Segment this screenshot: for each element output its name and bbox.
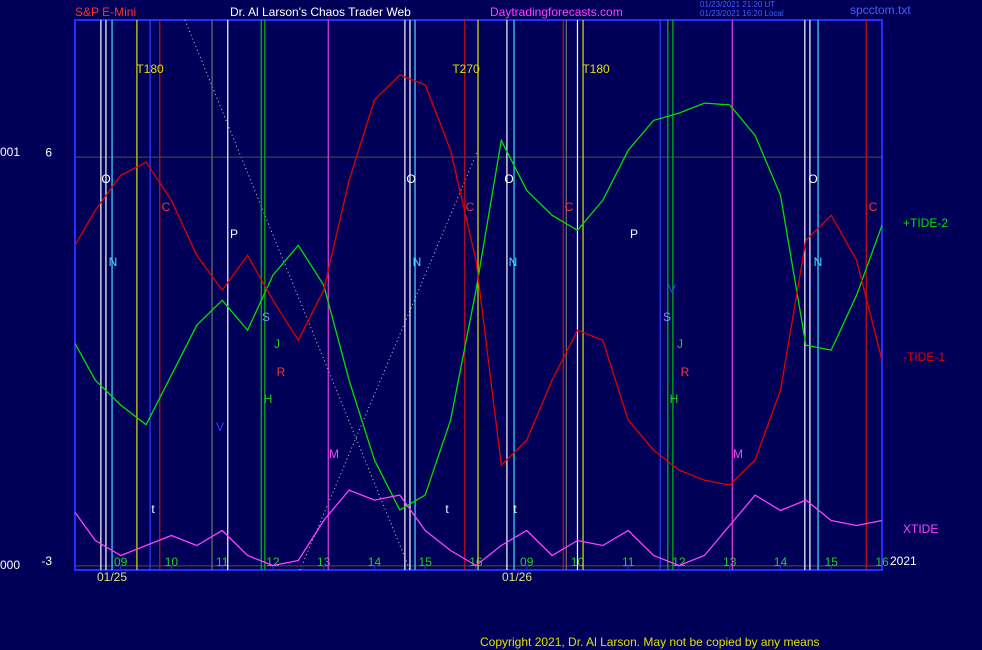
legend-entry: +TIDE-2 <box>903 216 948 230</box>
annotation: O <box>504 172 513 186</box>
annotation: T270 <box>452 62 480 76</box>
annotation: O <box>406 172 415 186</box>
annotation: T180 <box>136 62 164 76</box>
file-name: spcctom.txt <box>850 3 911 17</box>
x-tick-label: 12 <box>672 555 686 569</box>
series-line <box>74 74 883 486</box>
annotation: N <box>109 255 118 269</box>
x-tick-label: 10 <box>165 555 179 569</box>
side-label: 001 <box>0 145 20 159</box>
annotation: O <box>101 172 110 186</box>
annotation: t <box>513 502 517 516</box>
x-tick-label: 12 <box>266 555 280 569</box>
legend-entry: -TIDE-1 <box>903 350 945 364</box>
annotation: N <box>814 255 823 269</box>
annotation: t <box>151 502 155 516</box>
date-label: 01/26 <box>502 570 532 584</box>
side-label: 000 <box>0 558 20 572</box>
date-label: 01/25 <box>97 570 127 584</box>
x-tick-label: 16 <box>469 555 483 569</box>
diagonal-guide <box>184 19 411 571</box>
x-tick-label: 15 <box>419 555 433 569</box>
x-tick-label: 14 <box>774 555 788 569</box>
annotation: R <box>681 365 690 379</box>
copyright: Copyright 2021, Dr. Al Larson. May not b… <box>480 635 820 649</box>
series-line <box>74 489 883 567</box>
annotation: t <box>445 502 449 516</box>
annotation: N <box>509 255 518 269</box>
annotation: M <box>329 447 339 461</box>
annotation: O <box>808 172 817 186</box>
x-tick-label: 14 <box>368 555 382 569</box>
annotation: H <box>264 392 273 406</box>
x-tick-label: 15 <box>825 555 839 569</box>
x-tick-label: 09 <box>114 555 128 569</box>
annotation: P <box>630 227 638 241</box>
annotation: M <box>733 447 743 461</box>
site-url: Daytradingforecasts.com <box>490 5 623 19</box>
timestamp: 01/23/2021 21:20 UT <box>700 0 775 9</box>
instrument: S&P E-Mini <box>75 5 136 19</box>
y-tick-label: -3 <box>41 554 52 568</box>
annotation: C <box>162 200 171 214</box>
year-label: 2021 <box>890 554 917 568</box>
annotation: H <box>670 392 679 406</box>
x-tick-label: 09 <box>520 555 534 569</box>
annotation: C <box>869 200 878 214</box>
annotation: V <box>216 420 224 434</box>
timestamp: 01/23/2021 16:20 Local <box>700 9 784 18</box>
x-tick-label: 13 <box>317 555 331 569</box>
diagonal-guide <box>299 149 479 571</box>
x-tick-label: 13 <box>723 555 737 569</box>
annotation: T180 <box>582 62 610 76</box>
x-tick-label: 11 <box>622 555 635 569</box>
annotation: S <box>663 310 671 324</box>
x-tick-label: 16 <box>875 555 889 569</box>
annotation: N <box>413 255 422 269</box>
annotation: R <box>277 365 286 379</box>
annotation: J <box>274 337 280 351</box>
annotation: C <box>565 200 574 214</box>
x-tick-label: 11 <box>216 555 229 569</box>
annotation: C <box>466 200 475 214</box>
annotation: J <box>677 337 683 351</box>
series-line <box>74 102 883 511</box>
annotation: S <box>262 310 270 324</box>
annotation: P <box>230 227 238 241</box>
annotation: V <box>668 282 676 296</box>
legend-entry: XTIDE <box>903 522 938 536</box>
y-tick-label: 6 <box>45 145 52 159</box>
site-title: Dr. Al Larson's Chaos Trader Web <box>230 5 411 19</box>
